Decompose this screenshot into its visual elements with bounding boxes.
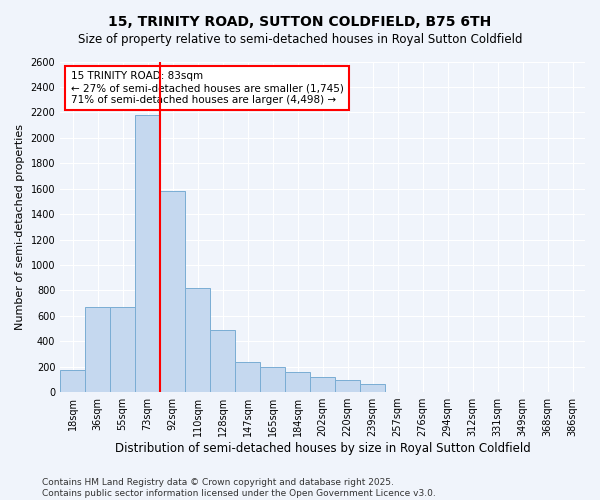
Bar bbox=[185, 288, 210, 392]
Bar bbox=[210, 330, 235, 392]
Bar bbox=[160, 191, 185, 392]
Bar bbox=[85, 307, 110, 392]
Bar bbox=[310, 377, 335, 392]
Bar bbox=[60, 370, 85, 392]
Text: Contains HM Land Registry data © Crown copyright and database right 2025.
Contai: Contains HM Land Registry data © Crown c… bbox=[42, 478, 436, 498]
Y-axis label: Number of semi-detached properties: Number of semi-detached properties bbox=[15, 124, 25, 330]
Bar bbox=[285, 372, 310, 392]
Bar bbox=[235, 362, 260, 392]
Text: Size of property relative to semi-detached houses in Royal Sutton Coldfield: Size of property relative to semi-detach… bbox=[78, 32, 522, 46]
Bar bbox=[260, 366, 285, 392]
Bar bbox=[360, 384, 385, 392]
Bar bbox=[110, 307, 135, 392]
Text: 15 TRINITY ROAD: 83sqm
← 27% of semi-detached houses are smaller (1,745)
71% of : 15 TRINITY ROAD: 83sqm ← 27% of semi-det… bbox=[71, 72, 344, 104]
Bar bbox=[335, 380, 360, 392]
X-axis label: Distribution of semi-detached houses by size in Royal Sutton Coldfield: Distribution of semi-detached houses by … bbox=[115, 442, 530, 455]
Bar bbox=[135, 115, 160, 392]
Text: 15, TRINITY ROAD, SUTTON COLDFIELD, B75 6TH: 15, TRINITY ROAD, SUTTON COLDFIELD, B75 … bbox=[109, 15, 491, 29]
